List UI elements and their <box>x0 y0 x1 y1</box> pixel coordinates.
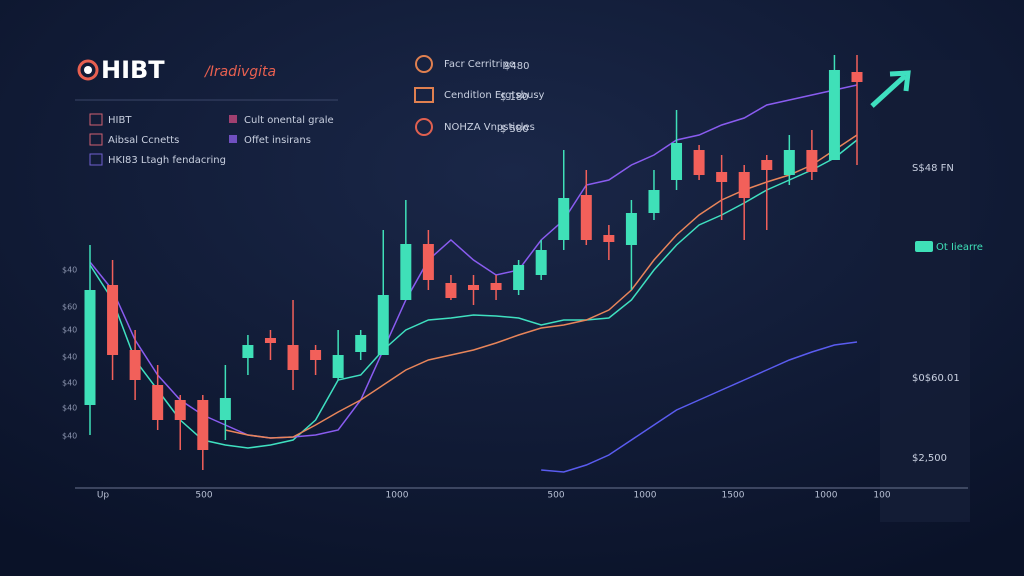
menu-icon <box>89 133 103 146</box>
menu-icon <box>229 115 237 123</box>
info-icon <box>415 55 433 73</box>
menu-icon <box>89 113 103 126</box>
side-badge[interactable]: Ot Iiearre <box>936 242 983 253</box>
candle-body <box>738 172 750 198</box>
candle-body <box>580 195 592 240</box>
subtitle: /Iradivgita <box>203 64 276 80</box>
side-price: S$48 FN <box>912 163 954 174</box>
candle-body <box>783 150 795 175</box>
x-label: 1000 <box>386 491 409 501</box>
candle-body <box>806 150 818 172</box>
candle-body <box>513 265 525 290</box>
y-label: $40 <box>62 353 77 362</box>
candle-body <box>310 350 322 360</box>
y-label: $40 <box>62 404 77 413</box>
candle-body <box>152 385 164 420</box>
candle-body <box>219 398 231 420</box>
x-label: 500 <box>547 491 564 501</box>
indicator-line <box>89 84 858 439</box>
candle-body <box>716 172 728 182</box>
candle-body <box>107 285 119 355</box>
info-value: $480 <box>504 61 529 72</box>
indicator-line <box>89 139 858 449</box>
candle-body <box>693 150 705 175</box>
logo-dot <box>84 66 92 74</box>
menu-item[interactable]: Cult onental grale <box>244 115 334 126</box>
y-label: $40 <box>62 266 77 275</box>
trend-arrow <box>870 70 911 108</box>
y-label: $60 <box>62 303 77 312</box>
candle-body <box>468 285 479 290</box>
candle-body <box>84 290 96 405</box>
candle-body <box>355 335 367 352</box>
candle-body <box>851 72 863 82</box>
candle-body <box>603 235 615 242</box>
x-label: 1000 <box>634 491 657 501</box>
candle-body <box>490 283 502 290</box>
menu-icon <box>229 135 237 143</box>
side-panel <box>880 60 970 522</box>
menu-item[interactable]: Offet insirans <box>244 135 311 146</box>
x-label: Up <box>97 491 110 501</box>
info-label: Cenditlon Ergtsbusy <box>444 90 545 101</box>
candle-body <box>761 160 773 170</box>
logo-icon <box>77 59 99 81</box>
candle-body <box>400 244 412 300</box>
menu-item[interactable]: HKI83 Ltagh fendacring <box>108 155 226 166</box>
candle-body <box>648 190 660 213</box>
x-label: 100 <box>873 491 890 501</box>
x-label: 500 <box>195 491 212 501</box>
menu-icon <box>89 153 103 166</box>
candle-body <box>264 338 276 343</box>
info-icon <box>414 87 434 103</box>
candle-body <box>197 400 209 450</box>
candle-body <box>242 345 254 358</box>
candle-body <box>671 143 683 180</box>
info-value: $ 580 <box>500 124 529 135</box>
candle-body <box>332 355 344 378</box>
candle-body <box>377 295 389 355</box>
candle-body <box>558 198 570 240</box>
candle-body <box>445 283 457 298</box>
y-label: $40 <box>62 326 77 335</box>
x-label: 1000 <box>815 491 838 501</box>
candle-body <box>129 350 141 380</box>
candle-body <box>625 213 637 245</box>
indicator-line <box>541 341 858 473</box>
info-value: $ 180 <box>500 92 529 103</box>
info-label: Facr Cerritripe <box>444 59 515 70</box>
candle-body <box>287 345 299 370</box>
side-volume: $2,500 <box>912 453 947 464</box>
y-label: $40 <box>62 379 77 388</box>
candle-body <box>174 400 186 420</box>
indicator-line <box>225 134 858 439</box>
candle-body <box>535 250 547 275</box>
y-label: $40 <box>62 432 77 441</box>
candle-body <box>828 70 840 160</box>
menu-item[interactable]: Aibsal Ccnetts <box>108 135 179 146</box>
side-stat: $0$60.01 <box>912 373 960 384</box>
logo: HIBT <box>101 56 165 84</box>
x-label: 1500 <box>722 491 745 501</box>
badge-chip <box>915 241 933 252</box>
candle-body <box>422 244 434 280</box>
info-label: NOHZA Vnpsticles <box>444 122 535 133</box>
info-icon <box>415 118 433 136</box>
menu-item[interactable]: HIBT <box>108 115 132 126</box>
